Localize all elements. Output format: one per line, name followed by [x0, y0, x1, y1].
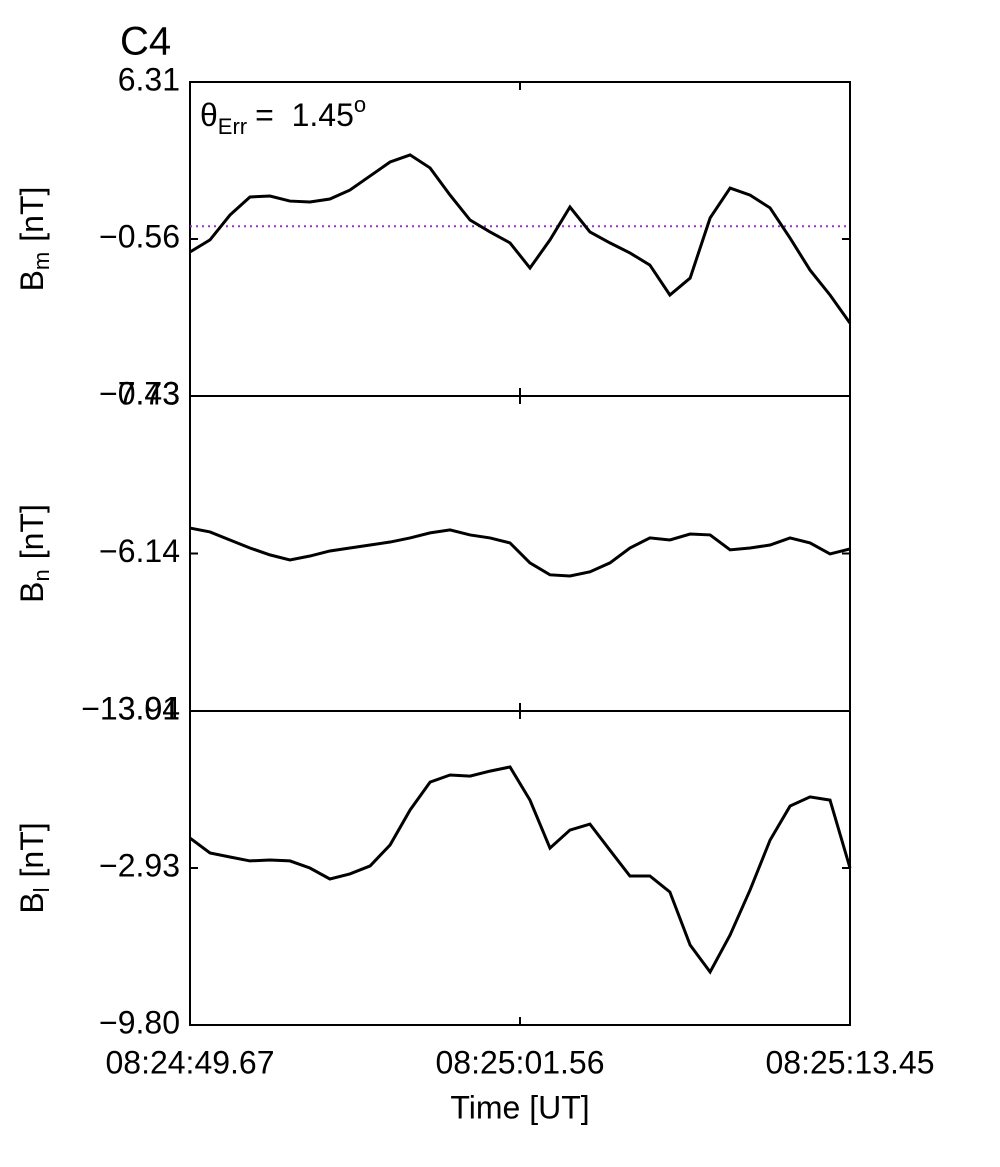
y-tick-label: −9.80: [99, 1004, 180, 1040]
x-tick-label: 08:24:49.67: [105, 1044, 274, 1080]
y-label-main: B: [14, 582, 50, 603]
y-tick-label: −6.14: [99, 533, 180, 569]
annotation: θErr = 1.45o: [200, 92, 366, 139]
x-tick-label: 08:25:01.56: [435, 1044, 604, 1080]
y-label-sub: n: [29, 569, 54, 581]
data-line: [189, 526, 851, 578]
annotation-text: = 1.45: [255, 97, 354, 133]
y-axis-label: Bm [nT]: [14, 187, 53, 292]
y-label-sub: l: [29, 887, 54, 892]
y-tick-label: −2.93: [99, 847, 180, 883]
y-tick-label: 6.31: [118, 61, 180, 97]
annotation-superscript: o: [354, 92, 366, 117]
data-line: [189, 765, 852, 975]
y-tick-label: −0.56: [99, 218, 180, 254]
data-line: [189, 153, 852, 324]
y-tick-label: −13.01: [81, 690, 180, 726]
y-label-unit: [nT]: [14, 822, 50, 877]
y-tick-label: 0.73: [118, 375, 180, 411]
x-tick-label: 08:25:13.45: [765, 1044, 934, 1080]
y-label-unit: [nT]: [14, 187, 50, 242]
y-label-unit: [nT]: [14, 504, 50, 559]
y-label-main: B: [14, 270, 50, 291]
x-axis-label: Time [UT]: [450, 1089, 589, 1125]
annotation-symbol: θ: [200, 97, 218, 133]
y-axis-label: Bl [nT]: [14, 822, 53, 913]
y-tick-label: 3.94: [118, 690, 180, 726]
chart-title: C4: [120, 20, 171, 64]
y-label-sub: m: [29, 252, 54, 270]
axes-box: [189, 710, 851, 1026]
annotation-subscript: Err: [218, 114, 247, 139]
y-tick-label: −7.43: [99, 375, 180, 411]
y-axis-label: Bn [nT]: [14, 504, 53, 603]
y-label-main: B: [14, 892, 50, 913]
